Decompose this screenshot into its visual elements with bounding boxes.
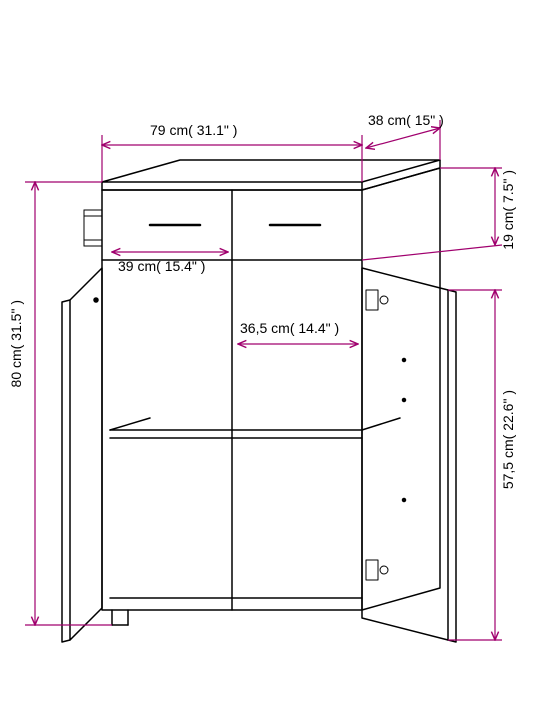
label-width: 79 cm( 31.1" ) [150,122,237,138]
label-height: 80 cm( 31.5" ) [8,300,24,387]
label-drawer-width: 39 cm( 15.4" ) [118,258,205,274]
cabinet-drawing [62,160,456,642]
label-door-height: 57,5 cm( 22.6" ) [500,390,516,489]
dimension-lines [25,120,502,640]
furniture-diagram [0,0,540,720]
label-shelf-width: 36,5 cm( 14.4" ) [240,320,339,336]
label-depth: 38 cm( 15" ) [368,112,444,128]
label-drawer-height: 19 cm( 7.5" ) [500,170,516,250]
